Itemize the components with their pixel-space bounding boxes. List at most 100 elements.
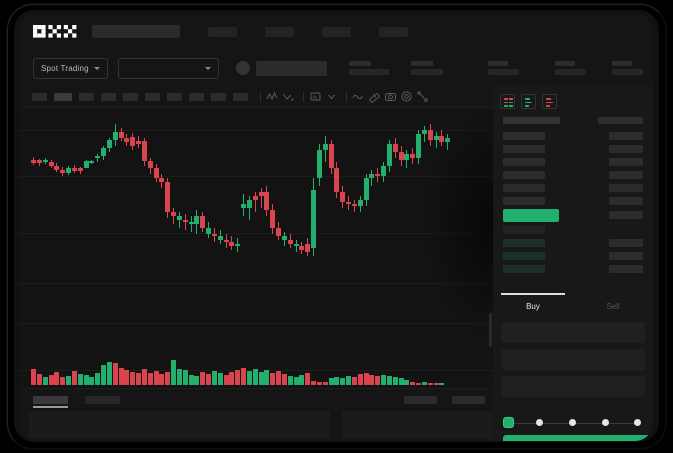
timeframe-button-3[interactable] bbox=[79, 92, 94, 101]
volume-bar bbox=[264, 370, 270, 385]
orderbook-both-icon[interactable] bbox=[500, 94, 515, 109]
chart-gridline bbox=[19, 323, 493, 324]
settings-gear-icon[interactable] bbox=[400, 90, 413, 103]
price-chart[interactable] bbox=[19, 108, 493, 388]
timeframe-button-6[interactable] bbox=[145, 92, 160, 101]
candle-wick bbox=[371, 170, 373, 186]
candle-body bbox=[445, 138, 451, 142]
fullscreen-expand-icon[interactable] bbox=[416, 90, 429, 103]
candle-body bbox=[124, 138, 130, 142]
orderbook-bid-row[interactable] bbox=[503, 249, 643, 262]
candle-body bbox=[293, 244, 299, 246]
stepper-node-2[interactable] bbox=[569, 419, 576, 426]
amount-percent-stepper[interactable] bbox=[503, 417, 643, 429]
orderbook-ask-row[interactable] bbox=[503, 142, 643, 155]
stat-high-24h bbox=[487, 61, 519, 75]
candle-body bbox=[101, 148, 106, 156]
market-type-selector[interactable]: Spot Trading bbox=[33, 57, 108, 79]
timeframe-button-8[interactable] bbox=[189, 92, 204, 101]
chevron-down-icon[interactable] bbox=[325, 90, 338, 103]
stat-volume-24h bbox=[611, 61, 643, 75]
candle-body bbox=[421, 130, 427, 134]
nav-item-4[interactable] bbox=[379, 26, 408, 37]
camera-icon[interactable] bbox=[384, 90, 397, 103]
volume-bar bbox=[404, 380, 410, 385]
okx-logo-icon[interactable] bbox=[33, 25, 77, 39]
stepper-node-3[interactable] bbox=[602, 419, 609, 426]
candle-body bbox=[141, 141, 147, 161]
volume-bar bbox=[200, 372, 206, 385]
orderbook-ask-row[interactable] bbox=[503, 129, 643, 142]
orderbook-ask-row[interactable] bbox=[503, 155, 643, 168]
zigzag-line-icon[interactable] bbox=[266, 90, 279, 103]
bottom-panel-left[interactable] bbox=[29, 411, 330, 439]
volume-bar bbox=[60, 377, 66, 385]
volume-bar bbox=[398, 378, 404, 385]
volume-bar bbox=[381, 375, 386, 385]
timeframe-button-4[interactable] bbox=[101, 92, 116, 101]
timeframe-button-7[interactable] bbox=[167, 92, 182, 101]
stepper-node-1[interactable] bbox=[536, 419, 543, 426]
candle-body bbox=[223, 240, 229, 242]
orderbook-bid-row[interactable] bbox=[503, 236, 643, 249]
timeframe-button-9[interactable] bbox=[211, 92, 226, 101]
orderbook-ask-row[interactable] bbox=[503, 194, 643, 207]
timeframe-button-1[interactable] bbox=[32, 92, 47, 101]
volume-bar bbox=[153, 371, 159, 385]
candle-wick bbox=[260, 188, 262, 208]
stepper-node-0[interactable] bbox=[503, 417, 514, 428]
ruler-icon[interactable] bbox=[368, 90, 381, 103]
footer-action-2[interactable] bbox=[452, 395, 485, 404]
candle-body bbox=[270, 210, 276, 228]
buy-sell-tabs: Buy Sell bbox=[493, 293, 653, 319]
place-order-button[interactable] bbox=[503, 435, 651, 441]
orderbook-ask-row[interactable] bbox=[503, 168, 643, 181]
order-price-field[interactable] bbox=[501, 322, 645, 343]
candle-body bbox=[83, 161, 89, 168]
stepper-node-4[interactable] bbox=[634, 419, 641, 426]
tab-order-history[interactable] bbox=[85, 395, 120, 404]
candle-body bbox=[229, 242, 235, 246]
candle-body bbox=[439, 136, 445, 142]
candle-body bbox=[130, 137, 136, 146]
nav-search-field[interactable] bbox=[92, 25, 180, 38]
candle-body bbox=[147, 161, 153, 168]
nav-item-2[interactable] bbox=[265, 26, 294, 37]
timeframe-button-10[interactable] bbox=[233, 92, 248, 101]
trend-line-icon[interactable] bbox=[282, 90, 295, 103]
tab-open-orders[interactable] bbox=[33, 395, 68, 404]
trading-pair-selector[interactable] bbox=[117, 57, 219, 79]
wave-line-icon[interactable] bbox=[352, 90, 365, 103]
volume-bar bbox=[141, 369, 147, 385]
order-total-field[interactable] bbox=[501, 376, 645, 397]
candle-body bbox=[416, 134, 421, 158]
candle-body bbox=[95, 156, 101, 158]
orderbook-bid-row[interactable] bbox=[503, 223, 643, 236]
orderbook-bid-row[interactable] bbox=[503, 262, 643, 275]
app-screen: Spot Trading bbox=[19, 13, 653, 441]
candle-body bbox=[171, 212, 176, 216]
svg-text:fx: fx bbox=[313, 95, 317, 101]
nav-item-1[interactable] bbox=[208, 26, 237, 37]
orderbook-spread-row[interactable] bbox=[503, 207, 643, 223]
indicator-icon[interactable]: fx bbox=[309, 90, 322, 103]
candle-body bbox=[136, 141, 141, 144]
footer-action-1[interactable] bbox=[404, 395, 437, 404]
candle-body bbox=[71, 168, 77, 171]
order-form bbox=[501, 322, 645, 403]
candle-body bbox=[48, 162, 54, 166]
tab-buy[interactable]: Buy bbox=[493, 293, 573, 319]
tab-sell[interactable]: Sell bbox=[606, 301, 620, 311]
order-amount-field[interactable] bbox=[501, 349, 645, 370]
orderbook-ask-row[interactable] bbox=[503, 181, 643, 194]
panel-scrollbar[interactable] bbox=[489, 313, 492, 347]
candle-body bbox=[305, 244, 311, 252]
orderbook-bids-icon[interactable] bbox=[521, 94, 536, 109]
nav-item-3[interactable] bbox=[322, 26, 351, 37]
timeframe-button-2[interactable] bbox=[54, 92, 72, 101]
candle-body bbox=[433, 136, 439, 140]
candle-body bbox=[287, 240, 293, 244]
timeframe-button-5[interactable] bbox=[123, 92, 138, 101]
orderbook-asks-icon[interactable] bbox=[542, 94, 557, 109]
